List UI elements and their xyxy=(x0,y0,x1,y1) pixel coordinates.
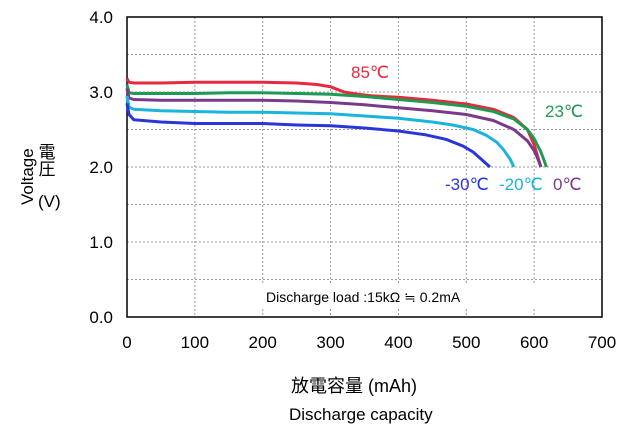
label-0c: 0℃ xyxy=(553,175,582,194)
x-tick-label: 0 xyxy=(122,333,131,352)
series-line-4 xyxy=(125,103,491,169)
series-lines xyxy=(125,77,548,169)
x-tick-labels: 0 100 200 300 400 500 600 700 xyxy=(122,333,616,352)
y-tick-label: 1.0 xyxy=(89,233,113,252)
y-axis-title-en: Voltage xyxy=(18,148,37,205)
plot-frame xyxy=(126,16,603,318)
label-85c: 85℃ xyxy=(351,63,389,82)
grid xyxy=(127,17,602,317)
y-tick-label: 4.0 xyxy=(89,8,113,27)
x-tick-label: 600 xyxy=(520,333,548,352)
x-tick-label: 400 xyxy=(384,333,412,352)
x-tick-label: 500 xyxy=(452,333,480,352)
x-tick-label: 300 xyxy=(316,333,344,352)
x-tick-label: 200 xyxy=(249,333,277,352)
y-axis-unit: (V) xyxy=(38,192,61,211)
series-line-3 xyxy=(125,95,516,168)
series-line-2 xyxy=(125,87,543,168)
y-tick-label: 2.0 xyxy=(89,158,113,177)
y-tick-label: 3.0 xyxy=(89,83,113,102)
x-tick-label: 100 xyxy=(181,333,209,352)
series-line-1 xyxy=(125,84,548,168)
annotation-text: Discharge load :15kΩ ≒ 0.2mA xyxy=(266,289,461,305)
label-23c: 23℃ xyxy=(545,102,583,121)
label-neg30c: -30℃ xyxy=(445,175,489,194)
annotation-box xyxy=(262,284,537,308)
y-axis-title-jp: 電圧 xyxy=(36,143,56,177)
label-neg20c: -20℃ xyxy=(499,175,543,194)
x-tick-label: 700 xyxy=(588,333,616,352)
x-axis-title-en: Discharge capacity xyxy=(289,405,433,424)
x-axis-title-jp: 放電容量 (mAh) xyxy=(291,376,417,396)
y-tick-label: 0.0 xyxy=(89,308,113,327)
y-tick-labels: 0.0 1.0 2.0 3.0 4.0 xyxy=(89,8,113,327)
